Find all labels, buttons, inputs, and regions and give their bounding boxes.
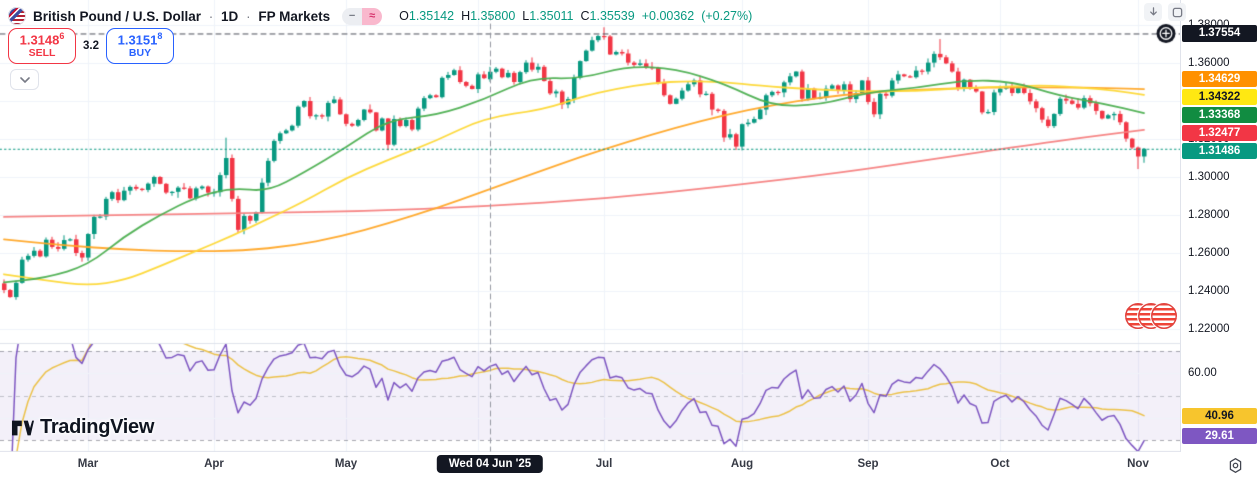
- month-label-oct[interactable]: Oct: [990, 458, 1010, 470]
- ohlc-readout: O 1.35142 H 1.35800 L 1.35011 C 1.35539 +0.0…: [399, 9, 753, 23]
- price-chart-canvas[interactable]: [0, 0, 1180, 452]
- ohlc-toggle-pill[interactable]: − ≈: [342, 7, 383, 25]
- time-axis[interactable]: Mar Apr May Jul Aug Sep Oct Nov Wed 04 Jun '25: [0, 452, 1258, 480]
- month-label-mar[interactable]: Mar: [77, 458, 99, 470]
- fullscreen-icon[interactable]: [1168, 3, 1186, 21]
- month-label-nov[interactable]: Nov: [1127, 458, 1149, 470]
- ma20-price-label: 1.33368: [1182, 107, 1257, 124]
- flag-circle-icon: [1150, 302, 1178, 330]
- gbpusd-flag-icon: [8, 7, 26, 25]
- month-label-apr[interactable]: Apr: [204, 458, 224, 470]
- buy-button[interactable]: 1.31518 BUY: [106, 28, 174, 64]
- price-tick-label: 1.36000: [1181, 55, 1258, 71]
- month-label-jul[interactable]: Jul: [595, 458, 613, 470]
- month-label-may[interactable]: May: [334, 458, 358, 470]
- change-value: +0.00362: [641, 9, 695, 23]
- approx-icon[interactable]: ≈: [362, 7, 383, 25]
- change-percent: (+0.27%): [701, 9, 753, 23]
- ma50-price-label: 1.34322: [1182, 89, 1257, 106]
- price-tick-label: 1.26000: [1181, 245, 1258, 261]
- high-value: 1.35800: [470, 9, 516, 23]
- open-value: 1.35142: [408, 9, 455, 23]
- ma200-price-label: 1.32477: [1182, 125, 1257, 142]
- sell-label: SELL: [28, 47, 56, 60]
- close-value: 1.35539: [589, 9, 635, 23]
- ma100-price-label: 1.34629: [1182, 71, 1257, 88]
- symbol-flags-watermark: [1124, 302, 1180, 330]
- chart-header: British Pound / U.S. Dollar · 1D · FP Ma…: [8, 5, 752, 27]
- collapse-trade-panel-button[interactable]: [10, 69, 39, 90]
- last-price-label: 1.31486: [1182, 143, 1257, 160]
- price-tick-label: 1.22000: [1181, 321, 1258, 337]
- spread-value: 3.2: [83, 40, 99, 52]
- high-price-label: 1.37554: [1182, 24, 1257, 42]
- settings-gear-icon[interactable]: [1227, 457, 1244, 479]
- symbol-name[interactable]: British Pound / U.S. Dollar: [33, 8, 202, 24]
- price-tick-label: 1.28000: [1181, 207, 1258, 223]
- price-tick-label: 1.30000: [1181, 169, 1258, 185]
- chart-controls: [1144, 3, 1186, 21]
- tradingview-logo-icon: [12, 420, 34, 435]
- download-icon[interactable]: [1144, 3, 1162, 21]
- tradingview-watermark-text: TradingView: [40, 416, 155, 438]
- price-scale[interactable]: 1.380001.360001.340001.320001.300001.280…: [1180, 0, 1258, 452]
- chevron-down-icon: [19, 76, 30, 83]
- rsi-tick-label: 60.00: [1181, 365, 1258, 382]
- broker-label[interactable]: FP Markets: [258, 8, 331, 24]
- interval-label[interactable]: 1D: [221, 8, 239, 24]
- sell-button[interactable]: 1.31486 SELL: [8, 28, 76, 64]
- trade-panel: 1.31486 SELL 3.2 1.31518 BUY: [8, 28, 174, 90]
- rsi-value-label: 29.61: [1182, 428, 1257, 444]
- month-label-aug[interactable]: Aug: [730, 458, 754, 470]
- crosshair-date-label: Wed 04 Jun '25: [436, 455, 544, 473]
- low-value: 1.35011: [529, 9, 574, 23]
- minimize-icon[interactable]: −: [342, 7, 363, 25]
- price-tick-label: 1.24000: [1181, 283, 1258, 299]
- month-label-sep[interactable]: Sep: [857, 458, 879, 470]
- buy-label: BUY: [128, 47, 152, 60]
- tradingview-watermark[interactable]: TradingView: [12, 416, 154, 439]
- rsi-ma-label: 40.96: [1182, 407, 1257, 424]
- symbol-title[interactable]: British Pound / U.S. Dollar · 1D · FP Ma…: [33, 8, 331, 24]
